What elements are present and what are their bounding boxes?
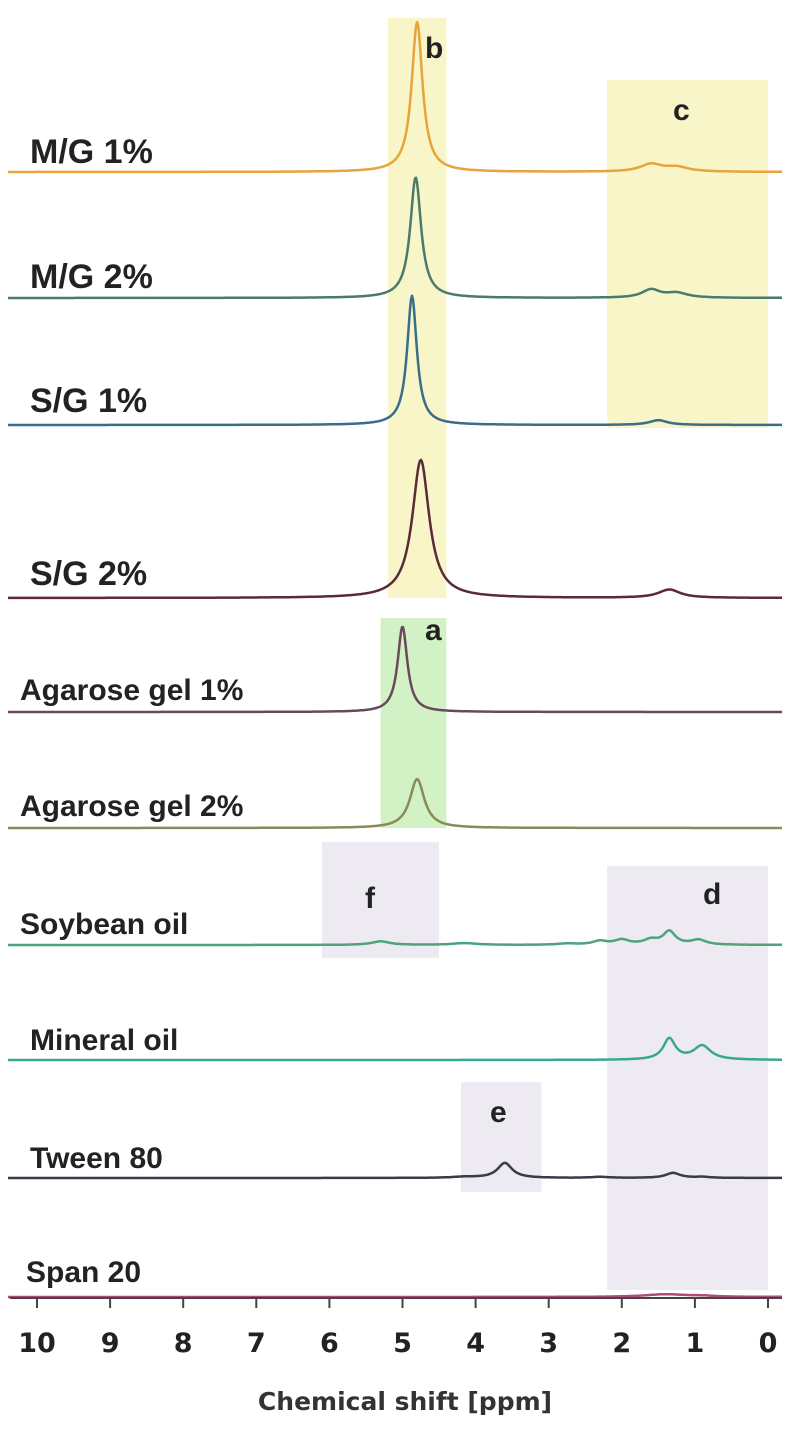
spectrum-trace <box>7 777 783 830</box>
highlight-region-b <box>387 18 447 598</box>
spectrum-trace <box>7 1161 783 1180</box>
x-tick-label: 2 <box>612 1328 631 1359</box>
spectrum-trace <box>7 1292 783 1299</box>
x-tick-label: 10 <box>18 1328 56 1359</box>
spectrum-trace <box>7 176 783 300</box>
region-label-a: a <box>425 614 442 647</box>
spectrum-trace <box>7 20 783 174</box>
x-tick-label: 9 <box>101 1328 120 1359</box>
x-tick-label: 7 <box>247 1328 266 1359</box>
highlight-region-c <box>607 80 768 428</box>
spectrum-trace <box>7 294 783 427</box>
series-label: S/G 2% <box>30 555 147 593</box>
spectra-traces <box>7 20 783 1299</box>
x-tick-label: 1 <box>686 1328 705 1359</box>
spectrum-trace <box>7 458 783 600</box>
x-axis: 10 9 8 7 6 5 4 3 2 1 0 Chemical shift [ppm] <box>10 1297 782 1416</box>
region-label-d: d <box>703 878 721 911</box>
x-tick-label: 6 <box>320 1328 339 1359</box>
region-label-c: c <box>673 94 690 127</box>
series-labels: M/G 1% M/G 2% S/G 1% S/G 2% Agarose gel 1% Ag… <box>20 133 243 1289</box>
highlight-regions: b c a f d e <box>322 18 768 1290</box>
region-label-f: f <box>365 882 376 915</box>
region-label-e: e <box>490 1096 507 1129</box>
x-axis-ticks: 10 9 8 7 6 5 4 3 2 1 0 <box>18 1298 777 1359</box>
series-label: Span 20 <box>26 1256 141 1289</box>
series-label: Soybean oil <box>20 908 188 941</box>
series-label: S/G 1% <box>30 382 147 420</box>
x-tick-label: 4 <box>466 1328 485 1359</box>
series-label: Agarose gel 2% <box>20 790 243 823</box>
highlight-region-d <box>607 866 768 1290</box>
series-label: M/G 1% <box>30 133 153 171</box>
x-tick-label: 3 <box>539 1328 558 1359</box>
spectrum-trace <box>7 929 783 947</box>
series-label: Mineral oil <box>30 1024 178 1057</box>
series-label: M/G 2% <box>30 258 153 296</box>
x-tick-label: 0 <box>759 1328 778 1359</box>
highlight-region-f <box>322 842 440 958</box>
x-tick-label: 8 <box>174 1328 193 1359</box>
highlight-region-e <box>460 1082 542 1192</box>
highlight-region-a <box>380 618 447 828</box>
spectrum-trace <box>7 625 783 714</box>
x-tick-label: 5 <box>393 1328 412 1359</box>
x-axis-title: Chemical shift [ppm] <box>258 1387 552 1416</box>
region-label-b: b <box>425 32 443 65</box>
spectrum-trace <box>7 1036 783 1062</box>
series-label: Tween 80 <box>30 1142 163 1175</box>
series-label: Agarose gel 1% <box>20 674 243 707</box>
